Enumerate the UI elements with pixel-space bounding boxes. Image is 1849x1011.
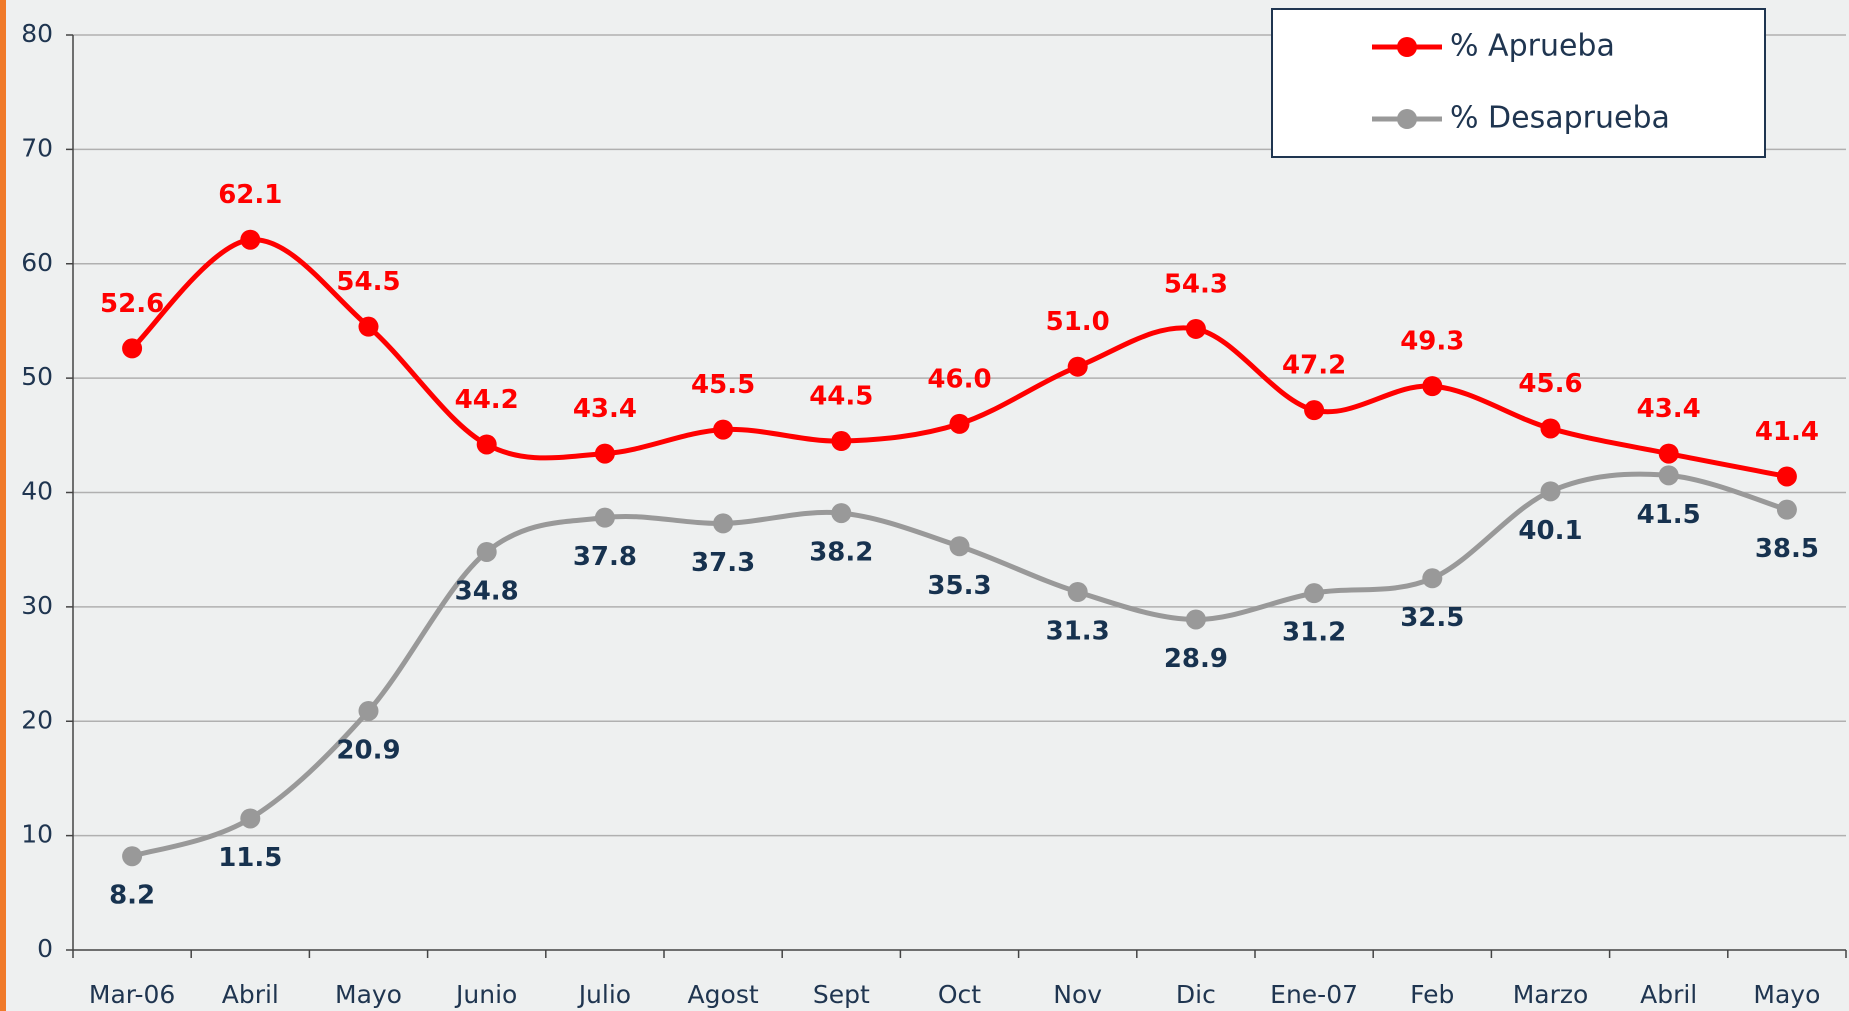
- x-tick-label: Marzo: [1513, 980, 1589, 1009]
- data-label: 41.4: [1755, 417, 1819, 447]
- point: [240, 229, 261, 250]
- point: [122, 846, 143, 867]
- point: [240, 808, 261, 829]
- data-label: 28.9: [1164, 644, 1228, 674]
- point: [1658, 465, 1679, 486]
- data-label: 20.9: [336, 735, 400, 765]
- point: [1776, 499, 1797, 520]
- point: [1540, 481, 1561, 502]
- point: [949, 536, 970, 557]
- point: [594, 507, 615, 528]
- data-label: 31.2: [1282, 618, 1346, 648]
- data-label: 38.2: [809, 538, 873, 568]
- x-tick-label: Mayo: [335, 980, 402, 1009]
- point: [594, 443, 615, 464]
- x-tick-label: Oct: [938, 980, 981, 1009]
- data-label: 44.2: [455, 385, 519, 415]
- y-tick-label: 20: [21, 705, 53, 734]
- x-tick-label: Mayo: [1753, 980, 1820, 1009]
- point: [1776, 466, 1797, 487]
- data-label: 47.2: [1282, 351, 1346, 381]
- data-label: 8.2: [109, 881, 155, 911]
- point: [1540, 418, 1561, 439]
- data-label: 46.0: [927, 364, 991, 394]
- data-label: 38.5: [1755, 534, 1819, 564]
- legend-box: [1271, 8, 1766, 158]
- x-tick-label: Agost: [688, 980, 759, 1009]
- data-label: 44.5: [809, 382, 873, 412]
- data-label: 35.3: [927, 571, 991, 601]
- x-tick-label: Junio: [454, 980, 517, 1009]
- legend-marker: [1397, 109, 1417, 129]
- data-label: 37.8: [573, 542, 637, 572]
- point: [831, 431, 852, 452]
- point: [1658, 443, 1679, 464]
- point: [476, 434, 497, 455]
- data-label: 45.5: [691, 370, 755, 400]
- y-tick-label: 10: [21, 820, 53, 849]
- y-tick-label: 60: [21, 248, 53, 277]
- y-tick-label: 30: [21, 591, 53, 620]
- point: [1304, 400, 1325, 421]
- y-tick-label: 50: [21, 362, 53, 391]
- x-tick-label: Julio: [577, 980, 631, 1009]
- side-bar: [0, 0, 6, 1011]
- x-tick-label: Sept: [813, 980, 870, 1009]
- legend-label: % Aprueba: [1450, 29, 1615, 64]
- data-label: 51.0: [1046, 307, 1110, 337]
- point: [1185, 318, 1206, 339]
- x-tick-label: Abril: [1640, 980, 1697, 1009]
- point: [358, 700, 379, 721]
- y-tick-label: 0: [37, 934, 53, 963]
- data-label: 32.5: [1400, 603, 1464, 633]
- data-label: 54.5: [336, 267, 400, 297]
- point: [1422, 568, 1443, 589]
- data-label: 45.6: [1518, 369, 1582, 399]
- point: [1185, 609, 1206, 630]
- legend-marker: [1397, 37, 1417, 57]
- legend-label: % Desaprueba: [1450, 101, 1670, 136]
- point: [949, 413, 970, 434]
- x-tick-label: Mar-06: [89, 980, 175, 1009]
- data-label: 54.3: [1164, 269, 1228, 299]
- point: [831, 503, 852, 524]
- x-tick-label: Nov: [1053, 980, 1102, 1009]
- data-label: 31.3: [1046, 617, 1110, 647]
- x-tick-label: Abril: [222, 980, 279, 1009]
- point: [122, 338, 143, 359]
- data-label: 62.1: [218, 180, 282, 210]
- x-tick-label: Feb: [1410, 980, 1454, 1009]
- point: [1067, 582, 1088, 603]
- x-tick-label: Ene-07: [1270, 980, 1358, 1009]
- point: [1067, 356, 1088, 377]
- data-label: 37.3: [691, 548, 755, 578]
- point: [1304, 583, 1325, 604]
- data-label: 11.5: [218, 843, 282, 873]
- data-label: 43.4: [573, 394, 637, 424]
- data-label: 43.4: [1637, 394, 1701, 424]
- data-label: 49.3: [1400, 327, 1464, 357]
- data-label: 41.5: [1637, 500, 1701, 530]
- point: [1422, 376, 1443, 397]
- data-label: 40.1: [1518, 516, 1582, 546]
- point: [358, 316, 379, 337]
- data-label: 52.6: [100, 289, 164, 319]
- data-label: 34.8: [455, 576, 519, 606]
- y-tick-label: 40: [21, 477, 53, 506]
- point: [713, 513, 734, 534]
- point: [713, 419, 734, 440]
- y-tick-label: 80: [21, 19, 53, 48]
- y-tick-label: 70: [21, 133, 53, 162]
- point: [476, 541, 497, 562]
- x-tick-label: Dic: [1176, 980, 1216, 1009]
